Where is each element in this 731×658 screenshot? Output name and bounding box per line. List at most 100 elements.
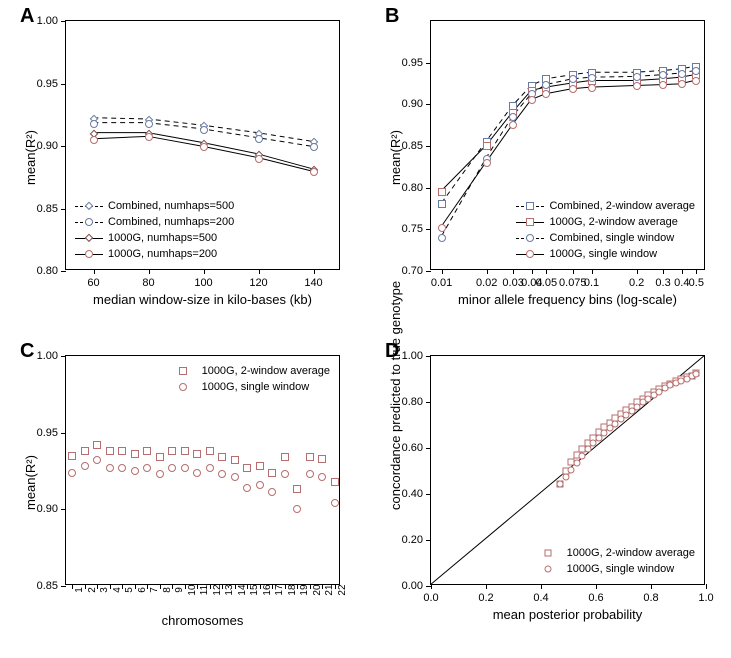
xtick-label: 0.8 bbox=[643, 584, 658, 604]
ytick-label: 0.80 bbox=[402, 396, 431, 408]
legend-item: 1000G, numhaps=200 bbox=[75, 246, 234, 262]
data-point bbox=[659, 71, 667, 79]
data-point bbox=[633, 73, 641, 81]
legend-label: 1000G, numhaps=200 bbox=[108, 248, 217, 260]
xtick-label: 18 bbox=[285, 584, 298, 595]
xtick-label: 0.02 bbox=[476, 269, 497, 289]
panel-C-legend: 1000G, 2-window average 1000G, single win… bbox=[164, 360, 335, 398]
xtick-label: 14 bbox=[235, 584, 248, 595]
data-point bbox=[438, 224, 446, 232]
legend-item: 1000G, single window bbox=[169, 379, 330, 395]
xtick-label: 11 bbox=[197, 585, 210, 595]
data-point bbox=[255, 135, 263, 143]
xtick-label: 0.075 bbox=[559, 269, 587, 289]
ytick-label: 0.85 bbox=[37, 203, 66, 215]
legend-item: 1000G, 2-window average bbox=[516, 214, 695, 230]
legend-item: Combined, numhaps=500 bbox=[75, 198, 234, 214]
xtick-label: 0.3 bbox=[655, 269, 670, 289]
data-point bbox=[588, 84, 596, 92]
legend-item: Combined, 2-window average bbox=[516, 198, 695, 214]
xtick-label: 16 bbox=[260, 584, 273, 595]
data-point bbox=[93, 441, 101, 449]
figure-root: 0.800.850.900.951.006080100120140Combine… bbox=[0, 0, 731, 658]
data-point bbox=[584, 446, 591, 453]
data-point bbox=[573, 459, 580, 466]
xtick-label: 5 bbox=[122, 587, 135, 593]
legend-label: Combined, numhaps=500 bbox=[108, 200, 234, 212]
xtick-label: 140 bbox=[304, 269, 322, 289]
data-point bbox=[156, 470, 164, 478]
xtick-label: 2 bbox=[85, 587, 98, 593]
ytick-label: 0.95 bbox=[37, 78, 66, 90]
xtick-label: 19 bbox=[297, 584, 310, 595]
ytick-label: 0.85 bbox=[37, 580, 66, 592]
panel-A-legend: Combined, numhaps=500Combined, numhaps=2… bbox=[70, 195, 239, 265]
data-point bbox=[483, 159, 491, 167]
ytick-label: 0.95 bbox=[37, 427, 66, 439]
xtick-label: 1.0 bbox=[698, 584, 713, 604]
data-point bbox=[193, 469, 201, 477]
xtick-label: 60 bbox=[87, 269, 99, 289]
data-point bbox=[218, 470, 226, 478]
data-point bbox=[659, 81, 667, 89]
data-point bbox=[90, 120, 98, 128]
data-point bbox=[542, 90, 550, 98]
data-point bbox=[106, 464, 114, 472]
data-point bbox=[131, 450, 139, 458]
panel-A-ylabel: mean(R²) bbox=[23, 130, 38, 185]
data-point bbox=[200, 143, 208, 151]
legend-item: 1000G, single window bbox=[516, 246, 695, 262]
data-point bbox=[181, 447, 189, 455]
panel-B-plot: 0.700.750.800.850.900.950.010.020.030.04… bbox=[430, 20, 705, 270]
xtick-label: 20 bbox=[310, 584, 323, 595]
xtick-label: 13 bbox=[222, 584, 235, 595]
ytick-label: 0.80 bbox=[402, 182, 431, 194]
ytick-label: 1.00 bbox=[402, 350, 431, 362]
ytick-label: 0.90 bbox=[402, 98, 431, 110]
xtick-label: 8 bbox=[160, 587, 173, 593]
legend-label: 1000G, 2-window average bbox=[567, 547, 695, 559]
legend-label: 1000G, 2-window average bbox=[202, 365, 330, 377]
data-point bbox=[206, 464, 214, 472]
data-point bbox=[692, 77, 700, 85]
panel-A-xlabel: median window-size in kilo-bases (kb) bbox=[93, 292, 312, 307]
data-point bbox=[569, 75, 577, 83]
legend-label: 1000G, single window bbox=[202, 381, 310, 393]
ytick-label: 0.60 bbox=[402, 442, 431, 454]
xtick-label: 22 bbox=[335, 584, 348, 595]
ytick-label: 0.75 bbox=[402, 223, 431, 235]
data-point bbox=[483, 142, 491, 150]
xtick-label: 10 bbox=[185, 584, 198, 595]
data-point bbox=[281, 470, 289, 478]
data-point bbox=[542, 81, 550, 89]
data-point bbox=[590, 440, 597, 447]
data-point bbox=[331, 499, 339, 507]
xtick-label: 80 bbox=[142, 269, 154, 289]
panel-D-ylabel: concordance predicted to true genotype bbox=[388, 281, 403, 510]
xtick-label: 15 bbox=[247, 584, 260, 595]
data-point bbox=[528, 96, 536, 104]
data-point bbox=[90, 136, 98, 144]
data-point bbox=[569, 85, 577, 93]
data-point bbox=[633, 82, 641, 90]
data-point bbox=[131, 467, 139, 475]
legend-label: 1000G, single window bbox=[567, 563, 675, 575]
data-point bbox=[268, 469, 276, 477]
panel-B-legend: Combined, 2-window average1000G, 2-windo… bbox=[511, 195, 700, 265]
xtick-label: 1 bbox=[72, 587, 85, 593]
panel-D-xlabel: mean posterior probability bbox=[493, 607, 643, 622]
data-point bbox=[331, 478, 339, 486]
xtick-label: 9 bbox=[172, 587, 185, 593]
xtick-label: 12 bbox=[210, 584, 223, 595]
data-point bbox=[579, 453, 586, 460]
data-point bbox=[318, 473, 326, 481]
data-point bbox=[243, 484, 251, 492]
ytick-label: 0.80 bbox=[37, 265, 66, 277]
panel-C-plot: 0.850.900.951.00123456789101112131415161… bbox=[65, 355, 340, 585]
legend-item: 1000G, numhaps=500 bbox=[75, 230, 234, 246]
legend-label: 1000G, single window bbox=[549, 248, 657, 260]
data-point bbox=[68, 469, 76, 477]
xtick-label: 0.4 bbox=[533, 584, 548, 604]
data-point bbox=[81, 462, 89, 470]
data-point bbox=[256, 481, 264, 489]
